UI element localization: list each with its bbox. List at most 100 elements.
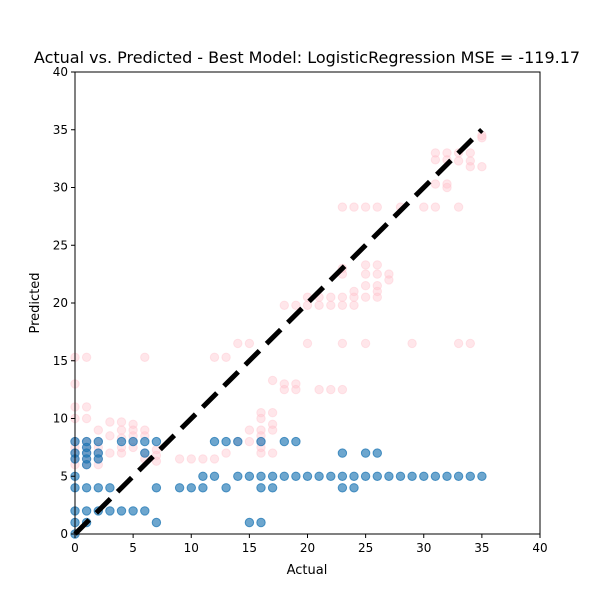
data-point [267, 419, 278, 429]
data-point [360, 448, 371, 458]
data-point [105, 417, 115, 427]
data-point [256, 517, 266, 528]
data-point [151, 517, 162, 528]
data-point [349, 471, 359, 481]
reference-line-layer [73, 127, 484, 536]
data-point [442, 182, 452, 193]
data-point [244, 517, 255, 528]
data-point [151, 436, 162, 447]
data-point [349, 286, 359, 297]
data-point [116, 417, 127, 427]
data-point [465, 471, 475, 481]
data-point [186, 483, 197, 493]
data-point [105, 431, 115, 441]
data-point [256, 436, 266, 447]
data-point [198, 454, 208, 464]
data-point [174, 483, 185, 493]
data-point [337, 300, 348, 310]
data-point [151, 483, 162, 493]
data-point [384, 269, 394, 279]
data-point [314, 300, 324, 310]
data-point [372, 448, 382, 458]
data-point [337, 448, 348, 458]
data-point [198, 483, 208, 493]
data-point [256, 413, 266, 424]
data-point [279, 300, 289, 310]
data-point [244, 338, 255, 349]
data-point [140, 425, 150, 435]
y-tick-label: 25 [53, 238, 68, 252]
data-point [105, 448, 115, 458]
data-point [81, 402, 92, 412]
data-point [81, 460, 92, 470]
data-point [267, 448, 278, 458]
data-point [291, 471, 301, 481]
x-tick-label: 5 [129, 541, 137, 555]
data-point [81, 413, 92, 424]
data-point [221, 483, 231, 493]
data-point [209, 352, 220, 362]
data-point [349, 483, 359, 493]
data-point [198, 471, 208, 481]
data-point [140, 352, 150, 362]
data-point [267, 375, 278, 386]
x-tick-label: 35 [474, 541, 489, 555]
data-point [93, 425, 104, 435]
data-point [221, 352, 231, 362]
data-point [477, 133, 487, 143]
x-tick-label: 20 [300, 541, 315, 555]
data-point [221, 436, 231, 447]
data-point [186, 454, 197, 464]
data-point [419, 202, 429, 212]
data-point [453, 471, 464, 481]
data-point [244, 425, 255, 435]
data-point [140, 448, 150, 458]
data-point [477, 162, 487, 172]
data-point [151, 450, 162, 461]
data-point [267, 471, 278, 481]
y-tick-label: 5 [60, 469, 68, 483]
data-point [233, 471, 243, 481]
data-point [302, 338, 313, 349]
data-point [407, 471, 417, 481]
data-point [360, 269, 371, 279]
data-point [291, 379, 301, 389]
data-point [256, 471, 266, 481]
data-point [256, 448, 266, 458]
data-point [302, 300, 313, 310]
data-point [174, 454, 185, 464]
y-axis-label: Predicted [28, 272, 43, 333]
data-point [140, 506, 150, 516]
data-point [337, 202, 348, 212]
data-point [326, 384, 336, 395]
data-point [349, 202, 359, 212]
data-point [442, 179, 452, 189]
data-point [465, 162, 475, 172]
data-point [430, 148, 441, 158]
data-point [233, 436, 243, 447]
data-point [326, 292, 336, 302]
data-point [116, 448, 127, 458]
data-point [209, 454, 220, 464]
data-point [267, 483, 278, 493]
data-point [477, 471, 487, 481]
data-point [256, 483, 266, 493]
y-tick-label: 10 [53, 412, 68, 426]
data-point [442, 471, 452, 481]
data-point [337, 338, 348, 349]
data-point [337, 292, 348, 302]
data-point [372, 269, 382, 279]
data-point [244, 471, 255, 481]
data-point [279, 384, 289, 395]
data-point [360, 338, 371, 349]
y-tick-label: 30 [53, 181, 68, 195]
x-tick-label: 30 [416, 541, 431, 555]
x-tick-label: 25 [358, 541, 373, 555]
data-point [360, 471, 371, 481]
data-point [384, 275, 394, 285]
data-point [256, 408, 266, 418]
data-point [93, 483, 104, 493]
data-point [465, 156, 475, 166]
